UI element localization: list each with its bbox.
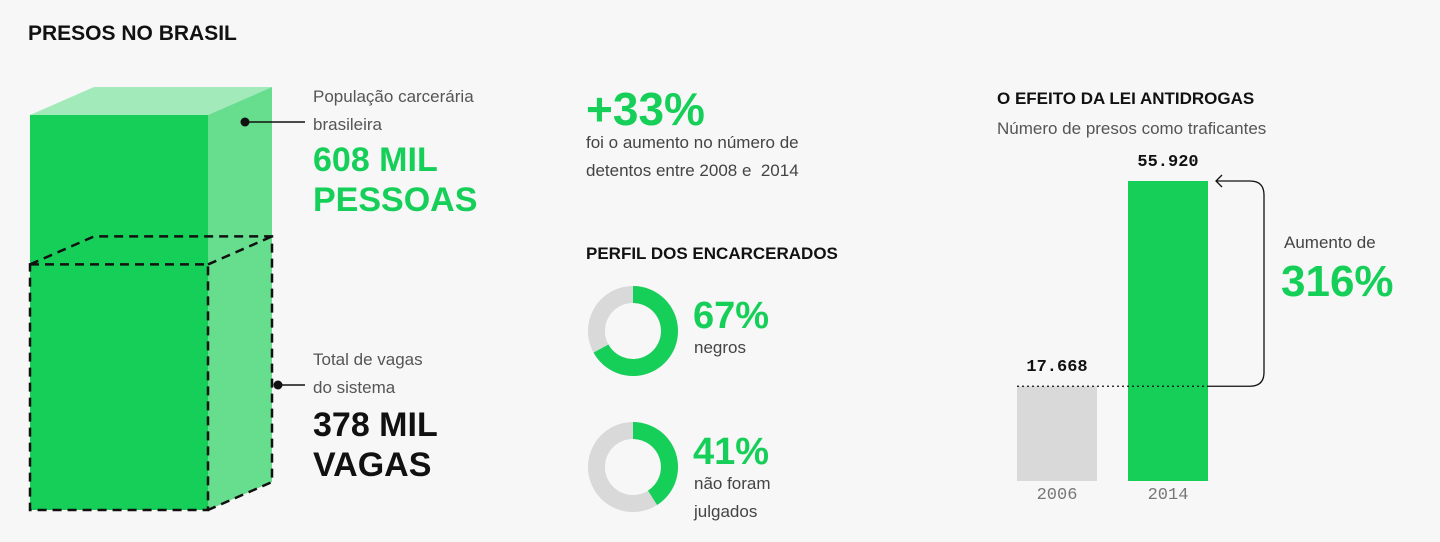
box-front bbox=[30, 115, 208, 510]
connector-dot bbox=[273, 380, 283, 390]
value-label: 17.668 bbox=[1026, 358, 1088, 378]
x-tick-label: 2014 bbox=[1147, 486, 1189, 505]
annotation: Aumento de bbox=[1284, 233, 1376, 252]
growth-text: foi o aumento no número de detentos entr… bbox=[586, 133, 804, 180]
connector-dot bbox=[240, 117, 250, 127]
category-label: População carcerária brasileira bbox=[313, 87, 479, 134]
chart-title: O EFEITO DA LEI ANTIDROGAS bbox=[997, 89, 1255, 108]
donut-segment bbox=[593, 286, 678, 376]
box-side bbox=[208, 87, 272, 510]
donut-segment bbox=[633, 422, 679, 505]
capacity-box-front bbox=[28, 263, 210, 512]
bar bbox=[1128, 181, 1208, 481]
profile-title: PERFIL DOS ENCARCERADOS bbox=[586, 244, 838, 263]
donut-caption: negros bbox=[694, 338, 746, 357]
value-label: 608 MIL PESSOAS bbox=[313, 141, 478, 219]
annotation-value: 316% bbox=[1281, 257, 1394, 306]
x-tick-label: 2006 bbox=[1036, 486, 1078, 505]
increase-arrow bbox=[1208, 180, 1265, 387]
bar bbox=[1017, 386, 1097, 481]
arrow-head bbox=[1215, 174, 1223, 188]
capacity-box-back bbox=[29, 235, 274, 512]
growth-headline: +33% bbox=[586, 83, 705, 135]
donut-caption: não foram julgados bbox=[694, 474, 776, 521]
box-top bbox=[30, 87, 272, 115]
donut-value: 67% bbox=[693, 295, 770, 337]
value-label: 378 MIL VAGAS bbox=[313, 406, 447, 484]
page-title: PRESOS NO BRASIL bbox=[28, 22, 237, 45]
value-label: 55.920 bbox=[1137, 153, 1199, 172]
chart-subtitle: Número de presos como traficantes bbox=[997, 119, 1267, 138]
category-label: Total de vagas do sistema bbox=[313, 350, 428, 397]
donut-value: 41% bbox=[693, 431, 770, 473]
